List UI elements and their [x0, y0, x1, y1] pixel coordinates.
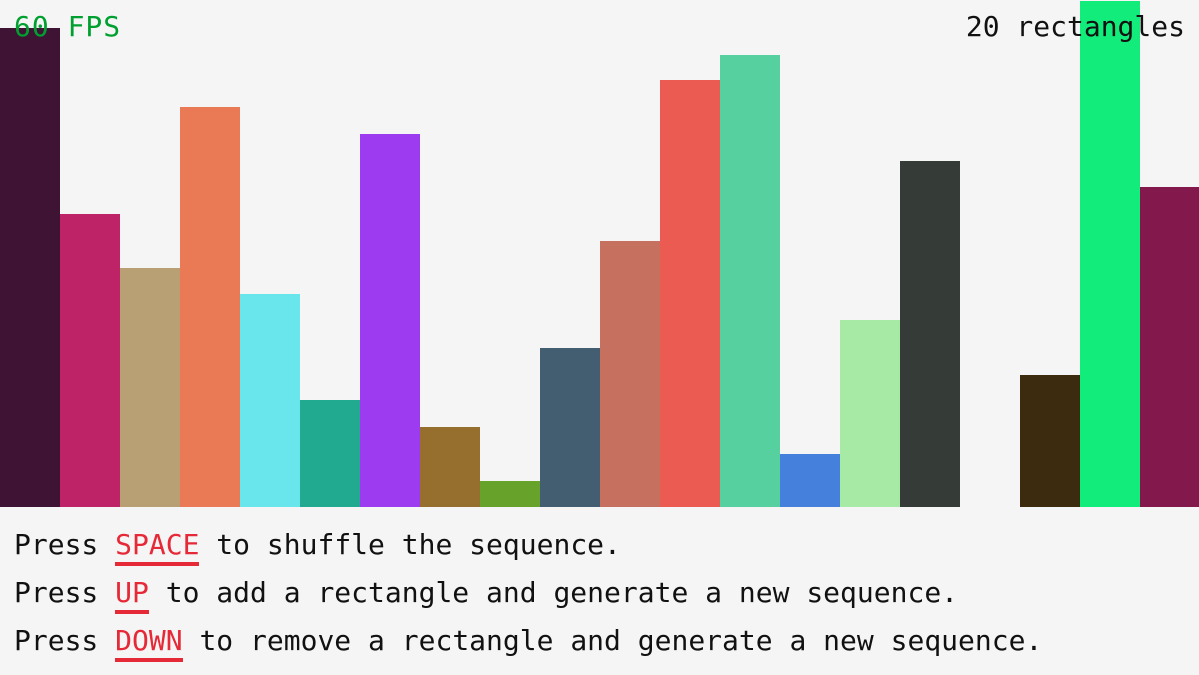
rectangle-bar: [660, 80, 720, 507]
rectangle-bar: [60, 214, 120, 507]
rectangle-bar: [420, 427, 480, 507]
rectangle-bar: [900, 161, 960, 507]
key-up: UP: [115, 576, 149, 614]
instruction-text: to shuffle the sequence.: [199, 528, 621, 561]
rectangle-count: 20 rectangles: [965, 10, 1185, 43]
instruction-add: Press UP to add a rectangle and generate…: [14, 576, 959, 614]
rectangle-bar: [360, 134, 420, 507]
rectangle-bar: [120, 268, 180, 507]
rectangle-bar: [1020, 375, 1080, 507]
rectangle-bar: [720, 55, 780, 507]
instruction-text: Press: [14, 624, 116, 657]
rectangle-bar: [840, 320, 900, 507]
rectangle-bar: [1080, 1, 1140, 507]
instruction-shuffle: Press SPACE to shuffle the sequence.: [14, 528, 621, 566]
rectangle-bar: [180, 107, 240, 507]
instruction-text: Press: [14, 528, 116, 561]
rectangle-bar: [240, 294, 300, 507]
rectangle-bar: [600, 241, 660, 507]
key-down: DOWN: [115, 624, 183, 662]
rectangle-bars: [0, 1, 1199, 507]
instruction-text: Press: [14, 576, 116, 609]
key-space: SPACE: [115, 528, 200, 566]
rectangle-bar: [300, 400, 360, 507]
instruction-text: to add a rectangle and generate a new se…: [148, 576, 959, 609]
rectangle-bar: [1140, 187, 1199, 507]
rectangle-bar: [540, 348, 600, 507]
rectangle-bar: [0, 28, 60, 507]
fps-counter: 60 FPS: [14, 10, 122, 43]
instruction-text: to remove a rectangle and generate a new…: [182, 624, 1043, 657]
rectangle-bar: [480, 481, 540, 507]
rectangle-bar: [780, 454, 840, 507]
instruction-remove: Press DOWN to remove a rectangle and gen…: [14, 624, 1043, 662]
